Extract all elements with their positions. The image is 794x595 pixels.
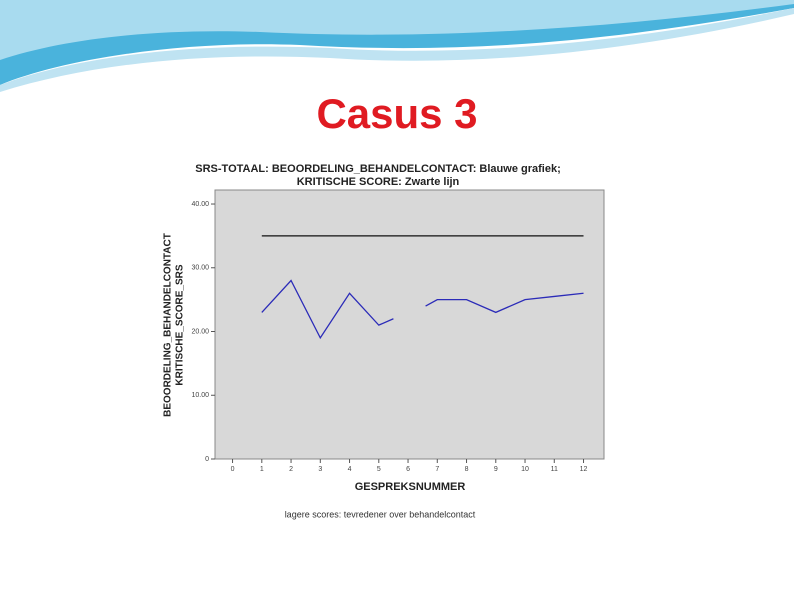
x-tick-label: 8 bbox=[465, 466, 469, 473]
y-tick-label: 0 bbox=[205, 456, 209, 463]
y-axis-label: KRITISCHE_SCORE_SRS bbox=[175, 264, 186, 385]
x-tick-label: 0 bbox=[231, 466, 235, 473]
x-tick-label: 6 bbox=[406, 466, 410, 473]
x-tick-label: 10 bbox=[521, 466, 529, 473]
x-tick-label: 5 bbox=[377, 466, 381, 473]
x-tick-label: 3 bbox=[318, 466, 322, 473]
x-tick-label: 7 bbox=[435, 466, 439, 473]
header-swoosh bbox=[0, 0, 794, 92]
x-axis-label: GESPREKSNUMMER bbox=[355, 481, 466, 493]
x-tick-label: 1 bbox=[260, 466, 264, 473]
footnote: lagere scores: tevredener over behandelc… bbox=[285, 509, 476, 519]
x-tick-label: 11 bbox=[551, 466, 558, 473]
y-tick-label: 30.00 bbox=[191, 265, 209, 272]
y-axis-label: BEOORDELING_BEHANDELCONTACT bbox=[163, 233, 174, 417]
x-tick-label: 9 bbox=[494, 466, 498, 473]
x-tick-label: 4 bbox=[348, 466, 352, 473]
x-tick-label: 2 bbox=[289, 466, 293, 473]
series-line bbox=[261, 279, 584, 340]
y-tick-label: 40.00 bbox=[191, 201, 209, 208]
chart-title: KRITISCHE SCORE: Zwarte lijn bbox=[297, 176, 460, 188]
slide-title: Casus 3 bbox=[316, 90, 477, 137]
y-tick-label: 20.00 bbox=[191, 328, 209, 335]
x-tick-label: 12 bbox=[580, 466, 588, 473]
y-tick-label: 10.00 bbox=[191, 392, 209, 399]
chart-title: SRS-TOTAAL: BEOORDELING_BEHANDELCONTACT:… bbox=[195, 163, 560, 175]
plot-area bbox=[214, 189, 605, 460]
